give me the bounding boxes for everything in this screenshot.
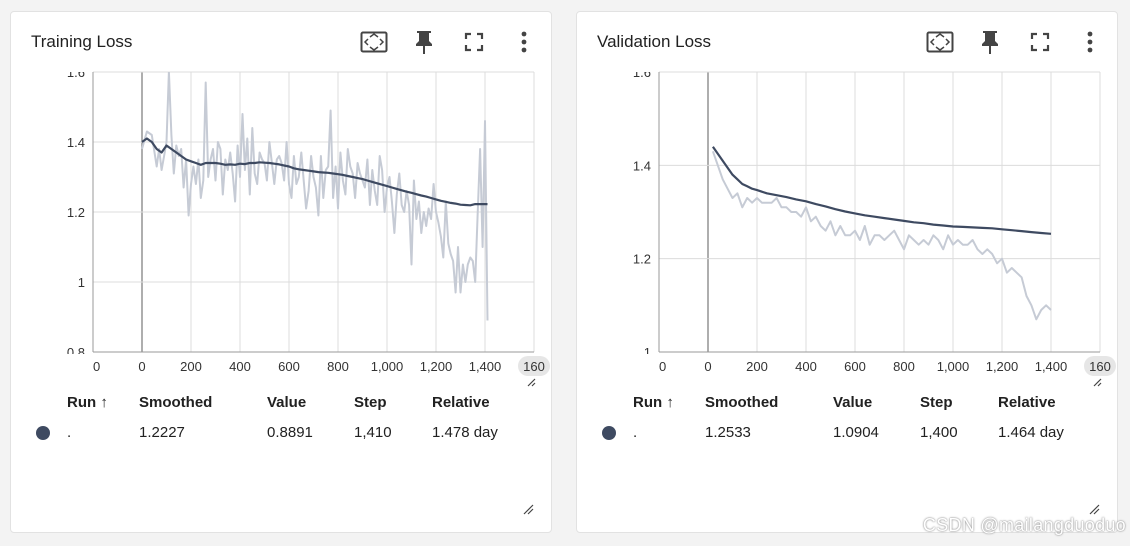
- validation-loss-card: Validation Loss 1.6 1.4 1.2 1 00 0 200 400 600 80…: [576, 11, 1118, 533]
- card-resize-handle[interactable]: [522, 503, 534, 515]
- x-tick-label: 800: [327, 359, 349, 374]
- x-tick-badge: [1084, 356, 1116, 376]
- fullscreen-button[interactable]: [1024, 26, 1056, 58]
- fit-domain-icon: [360, 31, 388, 53]
- x-tick-label: 1,200: [986, 359, 1019, 374]
- x-tick-badge: [518, 356, 550, 376]
- more-vert-icon: [521, 31, 527, 53]
- x-tick-label: 00: [86, 359, 100, 374]
- step-value: 1,410: [354, 424, 392, 441]
- col-value: Value: [267, 394, 307, 411]
- smoothed-value: 1.2533: [705, 424, 751, 441]
- run-name: .: [633, 424, 638, 441]
- col-step: Step: [354, 394, 387, 411]
- y-tick-label: 1.2: [633, 252, 651, 267]
- x-tick-label: 160: [523, 359, 545, 374]
- col-relative: Relative: [998, 394, 1056, 411]
- pin-button[interactable]: [974, 26, 1006, 58]
- run-color-dot[interactable]: [36, 426, 50, 440]
- y-tick-label: 1.6: [633, 65, 651, 80]
- x-tick-label: 200: [180, 359, 202, 374]
- raw-value: 1.0904: [833, 424, 879, 441]
- fit-domain-icon: [926, 31, 954, 53]
- col-smoothed: Smoothed: [705, 394, 779, 411]
- raw-series-line: [141, 72, 489, 321]
- x-tick-label: 1,000: [371, 359, 404, 374]
- y-tick-label: 1: [644, 345, 651, 360]
- y-tick-label: 1: [78, 275, 85, 290]
- chart-resize-corner: [1093, 378, 1102, 387]
- col-step: Step: [920, 394, 953, 411]
- card-title: Training Loss: [31, 32, 133, 51]
- x-tick-label: 0: [138, 359, 145, 374]
- relative-value: 1.464 day: [998, 424, 1064, 441]
- pin-button[interactable]: [408, 26, 440, 58]
- x-tick-label: 800: [893, 359, 915, 374]
- more-options-button[interactable]: [508, 26, 540, 58]
- card-resize-handle[interactable]: [1088, 503, 1100, 515]
- y-tick-label: 0.8: [67, 345, 85, 360]
- raw-value: 0.8891: [267, 424, 313, 441]
- x-tick-label: 0: [704, 359, 711, 374]
- y-tick-label: 1.4: [67, 135, 85, 150]
- raw-series-line: [711, 150, 1052, 321]
- x-tick-label: 600: [844, 359, 866, 374]
- fullscreen-icon: [1030, 32, 1050, 52]
- run-color-dot[interactable]: [602, 426, 616, 440]
- more-options-button[interactable]: [1074, 26, 1106, 58]
- col-run[interactable]: Run ↑: [633, 394, 674, 411]
- training-loss-chart[interactable]: 1.61.41.210.800 0 200 400 600 800 1,000 1,200 1,…: [11, 12, 553, 394]
- y-tick-label: 1.4: [633, 158, 651, 173]
- smoothed-series-line: [711, 146, 1052, 235]
- x-tick-label: 1,400: [1035, 359, 1068, 374]
- x-tick-label: 1,000: [937, 359, 970, 374]
- x-tick-label: 600: [278, 359, 300, 374]
- x-tick-label: 400: [795, 359, 817, 374]
- x-tick-label: 400: [229, 359, 251, 374]
- x-tick-label: 200: [746, 359, 768, 374]
- col-relative: Relative: [432, 394, 490, 411]
- smoothed-value: 1.2227: [139, 424, 185, 441]
- watermark: CSDN @mailangduoduo: [922, 515, 1126, 535]
- pin-icon: [982, 31, 998, 54]
- x-tick-label: 1,200: [420, 359, 453, 374]
- relative-value: 1.478 day: [432, 424, 498, 441]
- x-tick-label: 1,400: [469, 359, 502, 374]
- col-smoothed: Smoothed: [139, 394, 213, 411]
- col-run[interactable]: Run ↑: [67, 394, 108, 411]
- more-vert-icon: [1087, 31, 1093, 53]
- y-tick-label: 1.6: [67, 65, 85, 80]
- y-tick-label: 1.2: [67, 205, 85, 220]
- smoothed-series-line: [141, 137, 488, 207]
- run-name: .: [67, 424, 72, 441]
- x-tick-label: 160: [1089, 359, 1111, 374]
- step-value: 1,400: [920, 424, 958, 441]
- card-title: Validation Loss: [597, 32, 712, 51]
- fit-domain-button[interactable]: [358, 26, 390, 58]
- fullscreen-icon: [464, 32, 484, 52]
- col-value: Value: [833, 394, 873, 411]
- chart-resize-corner: [527, 378, 536, 387]
- fit-domain-button[interactable]: [924, 26, 956, 58]
- training-loss-card: Training Loss 1.6 1.4 1.2 1 0.8 00 0 200 400 600 8…: [10, 11, 552, 533]
- fullscreen-button[interactable]: [458, 26, 490, 58]
- x-tick-label: 00: [652, 359, 666, 374]
- pin-icon: [416, 31, 432, 54]
